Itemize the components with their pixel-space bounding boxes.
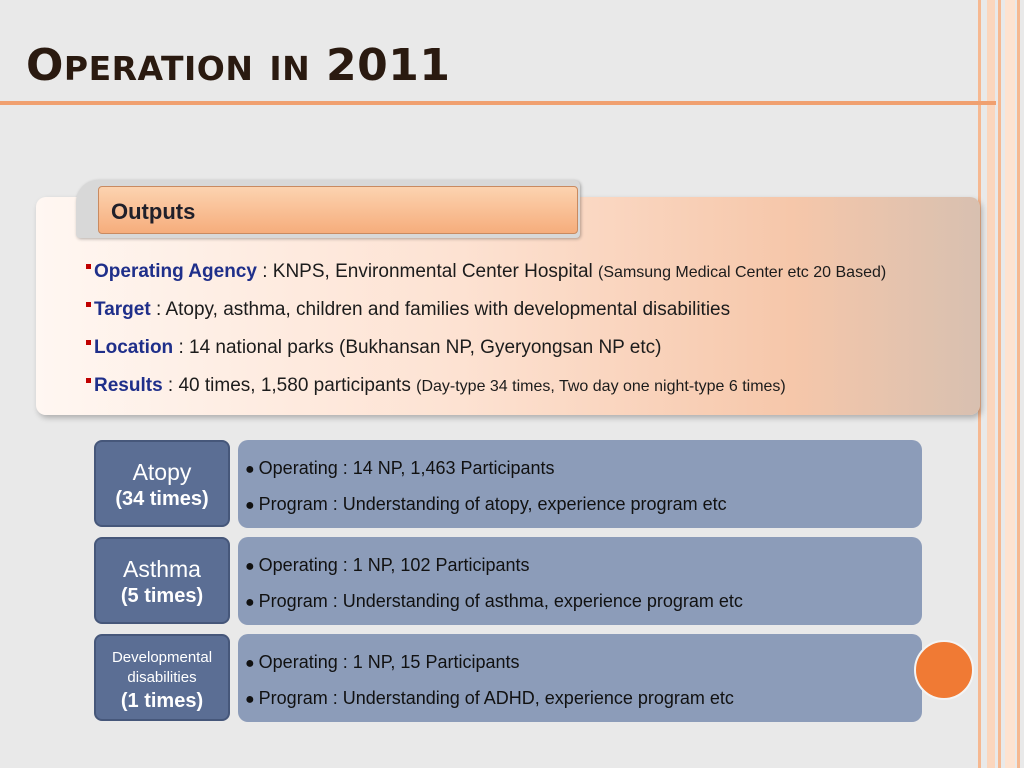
bullet-icon	[86, 302, 91, 307]
category-name: Asthma	[123, 556, 201, 582]
output-item-results: Results : 40 times, 1,580 participants (…	[86, 375, 786, 397]
detail-program-text: Program : Understanding of asthma, exper…	[258, 591, 743, 611]
bullet-icon: ●	[245, 497, 255, 514]
bullet-icon	[86, 340, 91, 345]
detail-program: ● Program : Understanding of atopy, exper…	[245, 494, 727, 515]
detail-operating-text: Operating : 1 NP, 102 Participants	[258, 555, 530, 575]
output-note: (Samsung Medical Center etc 20 Based)	[598, 264, 887, 281]
title-divider	[0, 101, 996, 105]
category-name-line2: disabilities	[127, 669, 197, 686]
category-developmental-disabilities: Developmental disabilities (1 times)	[94, 634, 230, 721]
page-title: OPERATION IN 2011	[26, 40, 451, 91]
bullet-icon	[86, 378, 91, 383]
detail-operating: ● Operating : 14 NP, 1,463 Participants	[245, 458, 555, 479]
title-preposition: IN	[269, 49, 311, 88]
category-times: (5 times)	[120, 585, 204, 607]
detail-operating-text: Operating : 1 NP, 15 Participants	[258, 652, 520, 672]
output-key: Location	[94, 337, 174, 358]
detail-program-text: Program : Understanding of atopy, experi…	[258, 494, 727, 514]
title-initial: O	[26, 40, 64, 91]
output-item-target: Target : Atopy, asthma, children and fam…	[86, 299, 730, 321]
bullet-icon: ●	[245, 691, 255, 708]
category-name-line1: Developmental	[111, 649, 213, 666]
output-item-agency: Operating Agency : KNPS, Environmental C…	[86, 261, 886, 283]
detail-operating: ● Operating : 1 NP, 15 Participants	[245, 652, 520, 673]
output-item-location: Location : 14 national parks (Bukhansan …	[86, 337, 661, 359]
bullet-icon: ●	[245, 461, 255, 478]
bullet-icon: ●	[245, 558, 255, 575]
bullet-icon	[86, 264, 91, 269]
category-name: Atopy	[132, 459, 192, 485]
output-value: : KNPS, Environmental Center Hospital	[256, 261, 599, 282]
detail-program: ● Program : Understanding of asthma, expe…	[245, 591, 743, 612]
category-times: (34 times)	[115, 488, 209, 510]
outputs-label: Outputs	[111, 199, 196, 224]
title-year: 2011	[326, 40, 451, 91]
detail-operating: ● Operating : 1 NP, 102 Participants	[245, 555, 530, 576]
decorative-stripes	[978, 0, 1024, 768]
output-note: (Day-type 34 times, Two day one night-ty…	[416, 378, 786, 395]
detail-program: ● Program : Understanding of ADHD, experi…	[245, 688, 734, 709]
category-times: (1 times)	[120, 690, 204, 712]
detail-developmental-disabilities: ● Operating : 1 NP, 15 Participants ● Prog…	[238, 634, 922, 722]
output-key: Target	[94, 299, 151, 320]
bullet-icon: ●	[245, 594, 255, 611]
bullet-icon: ●	[245, 655, 255, 672]
title-word: PERATION	[63, 49, 254, 88]
detail-atopy: ● Operating : 14 NP, 1,463 Participants ●…	[238, 440, 922, 528]
detail-asthma: ● Operating : 1 NP, 102 Participants ● Pro…	[238, 537, 922, 625]
output-key: Operating Agency	[94, 261, 257, 282]
output-value: : Atopy, asthma, children and families w…	[150, 299, 731, 320]
detail-operating-text: Operating : 14 NP, 1,463 Participants	[258, 458, 555, 478]
output-value: : 14 national parks (Bukhansan NP, Gyery…	[173, 337, 662, 358]
category-atopy: Atopy (34 times)	[94, 440, 230, 527]
output-key: Results	[94, 375, 163, 396]
output-value: : 40 times, 1,580 participants	[162, 375, 417, 396]
accent-circle	[914, 640, 974, 700]
category-asthma: Asthma (5 times)	[94, 537, 230, 624]
outputs-tab: Outputs	[98, 186, 578, 234]
detail-program-text: Program : Understanding of ADHD, experie…	[258, 688, 734, 708]
